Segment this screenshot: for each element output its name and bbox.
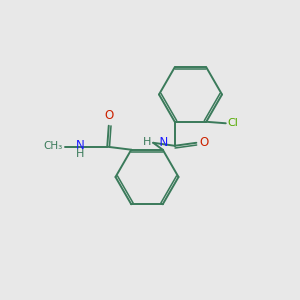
Text: Cl: Cl: [227, 118, 238, 128]
Text: N: N: [75, 139, 84, 152]
Text: H: H: [143, 137, 152, 147]
Text: CH₃: CH₃: [44, 140, 63, 151]
Text: N: N: [152, 136, 168, 149]
Text: O: O: [199, 136, 208, 149]
Text: O: O: [104, 109, 113, 122]
Text: H: H: [76, 149, 84, 159]
